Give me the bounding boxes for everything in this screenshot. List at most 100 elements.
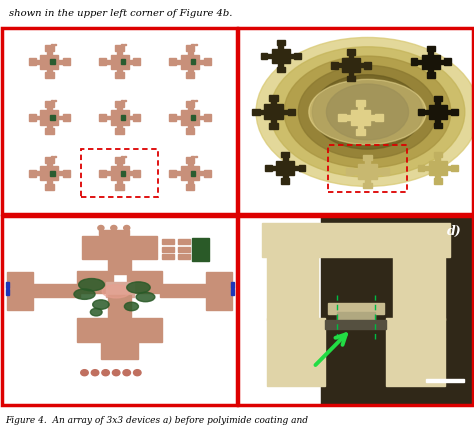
Bar <box>199 171 204 175</box>
Bar <box>338 114 346 121</box>
Bar <box>267 54 272 58</box>
Bar <box>133 170 140 177</box>
Bar <box>99 230 129 235</box>
Bar <box>106 60 111 64</box>
Bar <box>40 110 58 125</box>
Bar <box>358 106 363 110</box>
Bar <box>6 282 9 288</box>
Bar <box>77 318 162 343</box>
Text: b): b) <box>447 37 461 51</box>
Bar <box>47 107 52 110</box>
Bar <box>192 238 209 261</box>
Ellipse shape <box>284 56 451 168</box>
Bar <box>99 170 106 177</box>
Bar <box>271 120 276 123</box>
Bar <box>356 100 365 106</box>
Bar <box>51 156 53 157</box>
Bar <box>111 166 128 181</box>
Bar <box>428 69 433 72</box>
Ellipse shape <box>91 308 102 316</box>
Text: d): d) <box>447 225 461 238</box>
Bar <box>82 236 157 259</box>
Bar <box>377 169 382 174</box>
Bar <box>418 60 422 64</box>
Bar <box>434 96 442 101</box>
Bar <box>283 175 288 178</box>
Bar <box>288 109 295 115</box>
Bar <box>436 119 440 123</box>
Bar <box>58 116 63 120</box>
Bar <box>77 271 113 293</box>
Bar <box>393 255 445 320</box>
Bar <box>191 44 194 45</box>
Bar <box>436 175 440 178</box>
Bar <box>45 184 54 190</box>
Bar <box>358 164 377 179</box>
Bar <box>204 58 211 65</box>
Ellipse shape <box>312 74 423 149</box>
Bar <box>47 69 52 72</box>
Bar <box>440 60 444 64</box>
Bar <box>375 114 383 121</box>
Bar <box>106 116 111 120</box>
Bar <box>186 157 194 162</box>
Bar <box>434 152 442 157</box>
Bar <box>451 109 458 115</box>
Bar <box>128 60 133 64</box>
Ellipse shape <box>127 282 150 293</box>
Bar <box>186 128 194 134</box>
Circle shape <box>134 370 141 376</box>
Bar <box>124 44 127 45</box>
Bar <box>117 51 122 55</box>
Bar <box>269 123 278 129</box>
Bar <box>278 45 283 49</box>
Bar <box>282 152 289 157</box>
Bar <box>121 44 123 45</box>
Bar <box>342 58 360 72</box>
Bar <box>160 284 209 297</box>
Circle shape <box>112 370 120 376</box>
Bar <box>108 295 131 320</box>
Bar <box>331 62 337 68</box>
Bar <box>50 59 55 64</box>
Bar <box>54 100 56 101</box>
Bar <box>162 255 173 259</box>
Bar <box>294 166 299 170</box>
Bar <box>290 54 294 58</box>
Bar <box>328 145 407 192</box>
Bar <box>45 157 54 162</box>
Bar <box>117 69 122 72</box>
Bar <box>264 104 283 120</box>
Bar <box>447 110 451 114</box>
Bar <box>434 178 442 184</box>
Bar <box>260 110 264 114</box>
Bar <box>28 170 36 177</box>
Bar <box>428 51 433 55</box>
Text: shown in the upper left corner of Figure 4b.: shown in the upper left corner of Figure… <box>9 9 233 18</box>
Circle shape <box>98 226 104 230</box>
Bar <box>186 184 194 190</box>
Bar <box>447 166 451 170</box>
Bar <box>207 272 232 310</box>
Bar <box>360 64 365 67</box>
Bar <box>30 284 80 297</box>
Bar <box>425 166 429 170</box>
Bar <box>277 67 285 72</box>
Bar <box>178 255 190 259</box>
Bar <box>282 178 289 184</box>
Bar <box>325 320 386 329</box>
Bar <box>294 53 301 59</box>
Bar <box>45 45 54 51</box>
Bar <box>188 107 192 110</box>
Bar <box>117 181 122 184</box>
Ellipse shape <box>327 84 409 140</box>
Bar <box>116 184 124 190</box>
Bar <box>178 239 190 244</box>
Bar <box>45 101 54 107</box>
Bar <box>50 171 55 176</box>
Bar <box>120 171 125 176</box>
Bar <box>429 105 447 119</box>
Bar <box>51 44 53 45</box>
Bar <box>128 171 133 175</box>
Bar <box>418 165 425 171</box>
